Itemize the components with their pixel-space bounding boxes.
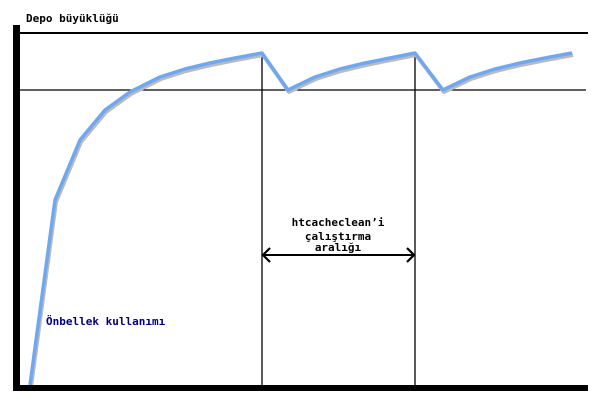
interval-arrow	[261, 247, 416, 263]
curve-shadow	[29, 53, 574, 388]
curve-label: Önbellek kullanımı	[46, 314, 166, 328]
x-axis	[13, 385, 588, 391]
interval-label-line-3: aralığı	[315, 241, 362, 254]
interval-label-line-2: çalıştırma	[305, 230, 371, 243]
y-axis	[13, 25, 20, 391]
interval-label-line-1: htcacheclean’i	[292, 216, 385, 229]
y-axis-label: Depo büyüklüğü	[26, 12, 119, 25]
cache-usage-curve	[28, 51, 573, 386]
